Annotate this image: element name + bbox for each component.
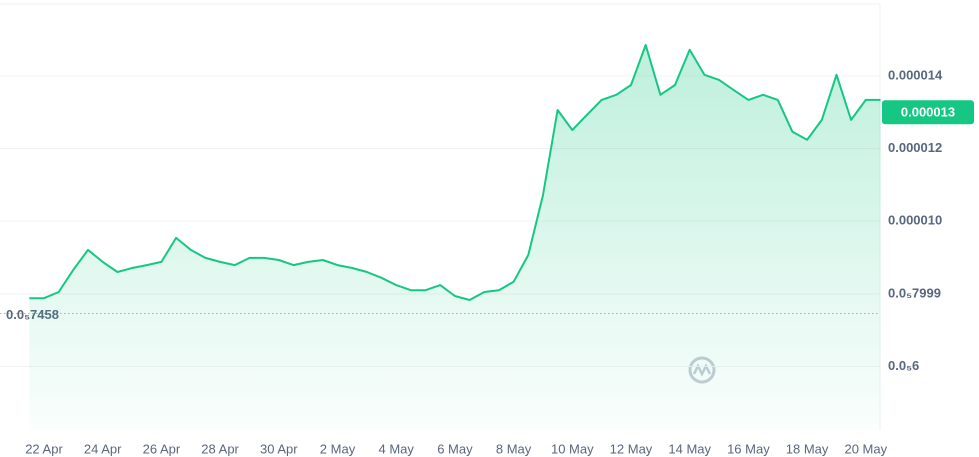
x-tick-label: 22 Apr [25,441,63,456]
x-tick-label: 14 May [668,441,711,456]
y-tick-label: 0.000010 [888,213,942,228]
price-line [29,44,881,301]
area [29,45,881,430]
x-tick-label: 6 May [437,441,473,456]
x-tick-label: 4 May [378,441,414,456]
y-tick-label: 0.0₅6 [888,358,919,373]
x-tick-label: 10 May [551,441,594,456]
current-price-label: 0.000013 [901,105,955,120]
current-price-box [882,100,974,125]
x-tick-label: 16 May [727,441,770,456]
x-tick-label: 28 Apr [201,441,239,456]
x-tick-label: 24 Apr [84,441,122,456]
x-tick-label: 30 Apr [260,441,298,456]
x-tick-label: 8 May [496,441,532,456]
y-tick-label: 0.0₅7999 [888,285,941,300]
y-tick-label: 0.000012 [888,140,942,155]
x-tick-label: 20 May [844,441,887,456]
x-tick-label: 18 May [786,441,829,456]
y-tick-label: 0.000014 [888,67,943,82]
x-tick-label: 26 Apr [143,441,181,456]
x-tick-label: 12 May [610,441,653,456]
x-tick-label: 2 May [320,441,356,456]
